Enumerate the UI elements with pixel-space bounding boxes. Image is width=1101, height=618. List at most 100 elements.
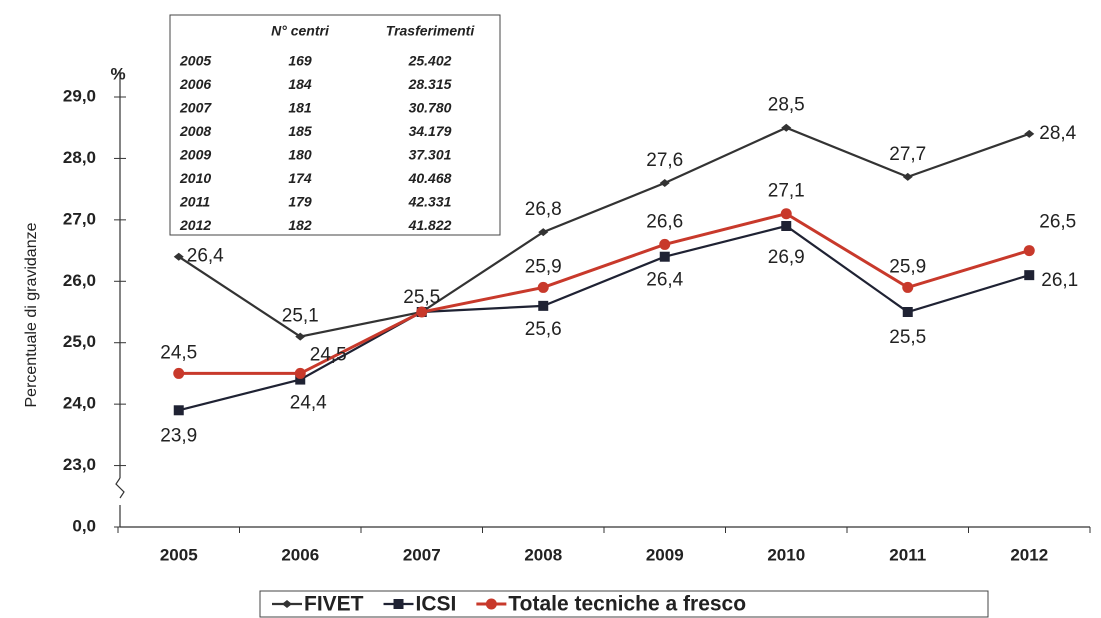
point [902,281,914,293]
data-label: 25,9 [525,256,562,277]
data-label: 25,1 [282,306,319,327]
point [659,179,670,187]
x-tick-label: 2005 [160,545,198,564]
x-tick-label: 2006 [281,545,319,564]
y-tick-label: 0,0 [72,516,96,535]
legend-label: ICSI [416,593,457,616]
legend-marker [393,599,404,609]
point [294,367,306,379]
table-cell: 184 [288,76,312,92]
data-label: 26,5 [1039,212,1076,233]
table-cell: 28.315 [408,76,452,92]
table-header: N° centri [271,23,330,39]
table-cell: 2010 [179,170,211,186]
data-label: 25,5 [889,327,926,348]
data-label: 26,1 [1041,270,1078,291]
data-label: 24,4 [290,393,327,414]
point [780,208,792,220]
table-cell: 34.179 [409,123,452,139]
data-label: 26,4 [646,270,683,291]
point [538,228,549,237]
data-label: 27,7 [889,144,926,165]
data-label: 26,8 [525,199,562,220]
data-label: 27,6 [646,150,683,171]
x-tick-label: 2007 [403,545,441,564]
point [295,332,306,341]
axis-break [115,477,125,499]
x-tick-label: 2009 [646,545,684,564]
point [416,306,428,318]
point [902,172,913,181]
x-tick-label: 2011 [889,545,926,564]
data-label: 26,6 [646,211,683,232]
table-cell: 169 [288,53,312,69]
y-axis-label: Percentuale di gravidanze [23,222,40,407]
point [537,281,549,293]
point [781,221,792,231]
table-cell: 30.780 [409,100,452,116]
table-cell: 180 [288,147,312,163]
y-tick-label: 27,0 [63,209,96,228]
legend-box [259,590,989,618]
table-cell: 2011 [179,194,210,210]
point [659,251,670,262]
table-cell: 2009 [179,147,211,163]
point [902,307,913,317]
x-tick-label: 2010 [767,545,805,564]
table-cell: 2005 [179,53,211,69]
y-tick-label: 29,0 [63,86,96,105]
unit: % [110,64,125,83]
data-label: 27,1 [768,181,805,202]
table-box [169,14,501,236]
point [538,300,549,311]
data-label: 28,5 [768,95,805,116]
table-cell: 174 [288,170,312,186]
table-cell: 41.822 [408,217,452,233]
data-label: 24,5 [310,344,347,365]
data-label: 25,6 [525,319,562,340]
data-label: 25,5 [403,287,440,308]
table-cell: 185 [288,123,312,139]
table-cell: 40.468 [408,170,452,186]
data-label: 26,9 [768,247,805,268]
series-line [178,126,1030,338]
x-tick-label: 2012 [1010,545,1048,564]
table-cell: 2008 [179,123,211,139]
legend-label: FIVET [304,593,364,616]
table-cell: 42.331 [408,194,452,210]
point [295,374,306,385]
table-cell: 182 [288,217,312,233]
point [1024,270,1035,281]
data-label: 28,4 [1039,123,1076,144]
point [173,252,184,261]
legend-marker [485,598,497,610]
y-tick-label: 26,0 [63,271,96,290]
data-label: 23,9 [160,425,197,446]
table-header: Trasferimenti [386,23,476,39]
table-cell: 2006 [179,76,211,92]
table-cell: 179 [288,194,312,210]
point [781,123,792,132]
table-cell: 25.402 [408,53,452,69]
x-tick-label: 2008 [524,545,562,564]
data-label: 24,5 [160,342,197,363]
y-tick-label: 24,0 [63,394,96,413]
point [173,367,185,379]
data-label: 25,9 [889,256,926,277]
table-cell: 181 [288,100,312,116]
y-tick-label: 28,0 [63,148,96,167]
point [659,238,671,250]
y-tick-label: 23,0 [63,455,96,474]
table-cell: 2007 [179,100,212,116]
legend-marker [282,600,292,608]
table-cell: 2012 [179,217,211,233]
data-label: 26,4 [187,246,224,267]
series-line [178,212,1030,375]
point [1024,129,1035,138]
legend-label: Totale tecniche a fresco [508,593,746,616]
table-cell: 37.301 [409,147,452,163]
point [173,405,184,416]
point [1023,245,1035,257]
series-line [178,224,1030,412]
